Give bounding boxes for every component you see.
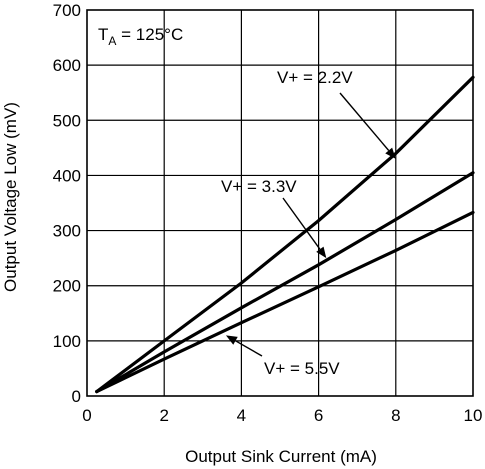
condition-suffix: = 125°C xyxy=(116,25,183,44)
series-label-v-3-3v: V+ = 3.3V xyxy=(221,177,297,196)
condition-subscript: A xyxy=(108,34,116,48)
x-tick-label: 8 xyxy=(391,406,400,425)
series-annotations: V+ = 2.2V V+ = 3.3V V+ = 5.5V xyxy=(221,68,396,378)
annotation-arrow xyxy=(339,92,390,151)
plot-frame xyxy=(86,9,474,397)
y-tick-label: 600 xyxy=(53,56,81,75)
x-tick-label: 4 xyxy=(237,406,246,425)
x-tick-label: 2 xyxy=(159,406,168,425)
y-tick-label: 200 xyxy=(53,277,81,296)
condition-label: TA = 125°C xyxy=(98,25,183,48)
annotation-arrow xyxy=(235,340,263,357)
x-tick-label: 10 xyxy=(464,406,483,425)
x-axis-title: Output Sink Current (mA) xyxy=(185,447,377,466)
series-line-v-5-5v xyxy=(95,210,475,394)
y-tick-label: 700 xyxy=(53,1,81,20)
x-tick-label: 6 xyxy=(314,406,323,425)
y-tick-label: 100 xyxy=(53,332,81,351)
svg-text:TA = 125°C: TA = 125°C xyxy=(98,25,183,48)
arrow-head xyxy=(385,147,396,159)
y-tick-label: 0 xyxy=(72,387,81,406)
annotation-arrow xyxy=(282,197,321,250)
series-label-v-2-2v: V+ = 2.2V xyxy=(277,68,353,87)
series-lines xyxy=(95,75,475,394)
y-tick-label: 500 xyxy=(53,111,81,130)
y-axis-title: Output Voltage Low (mV) xyxy=(1,102,20,292)
arrow-head xyxy=(225,335,238,345)
condition-prefix: T xyxy=(98,25,108,44)
series-line-v-3-3v xyxy=(95,171,475,394)
series-label-v-5-5v: V+ = 5.5V xyxy=(264,359,340,378)
x-tick-label: 0 xyxy=(82,406,91,425)
y-tick-label: 300 xyxy=(53,222,81,241)
series-line-v-2-2v xyxy=(95,75,475,394)
arrow-head xyxy=(316,246,327,259)
y-tick-label: 400 xyxy=(53,166,81,185)
